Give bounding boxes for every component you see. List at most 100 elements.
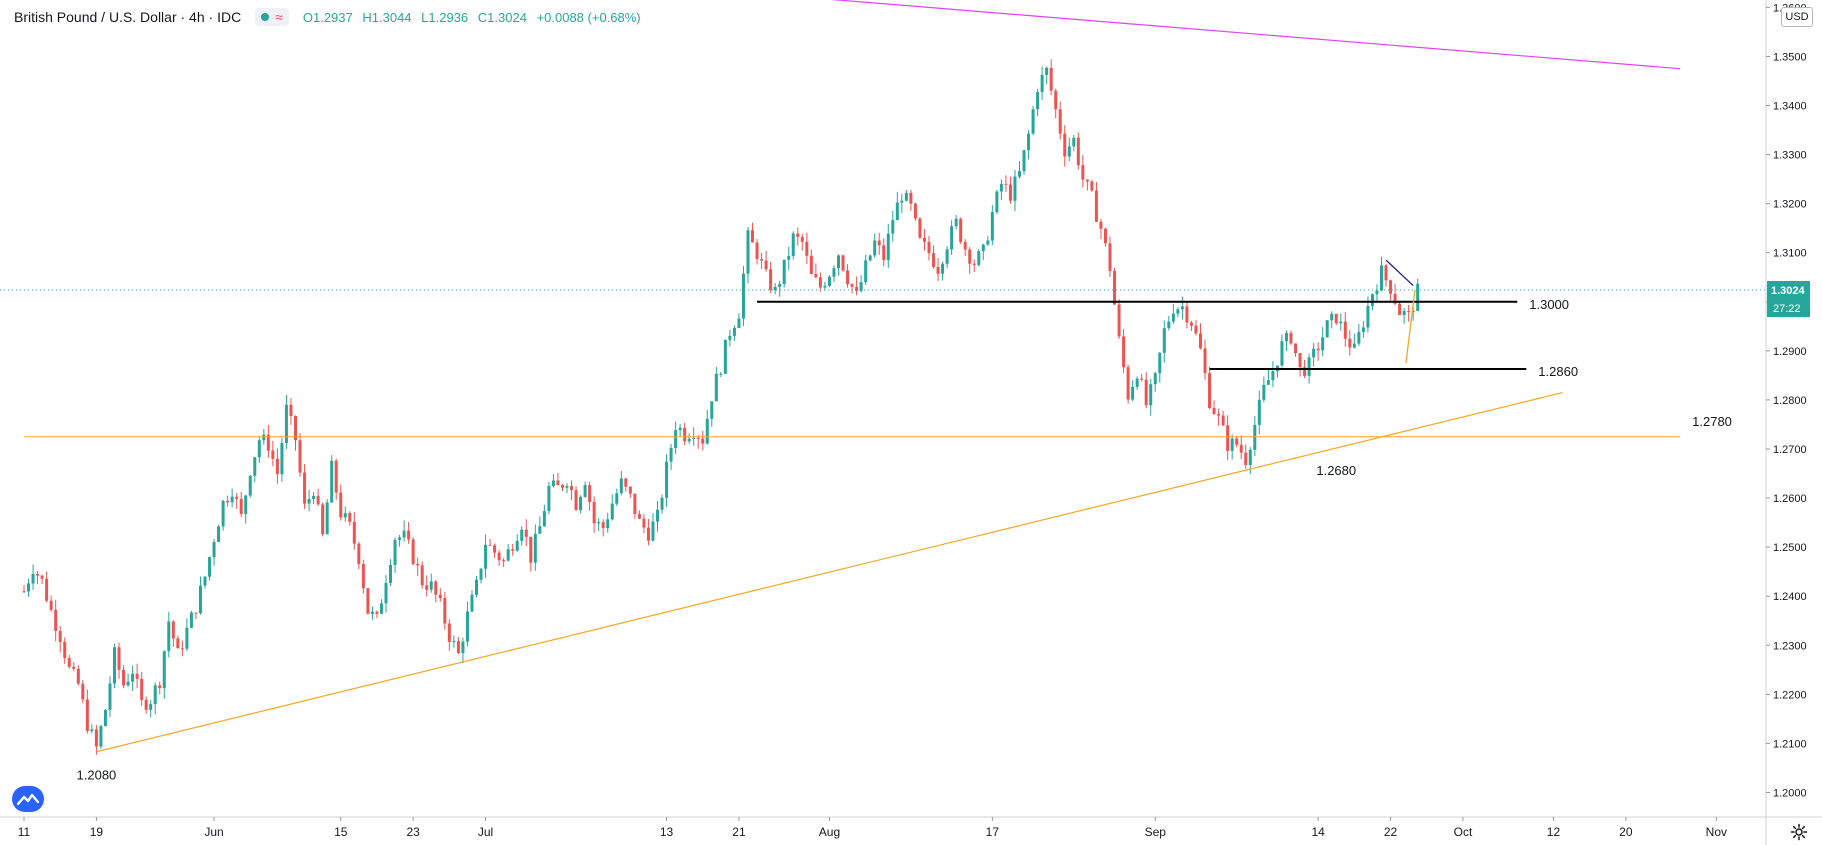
candle-body (384, 582, 388, 604)
candle-body (484, 544, 488, 569)
flag-arrow-line (1405, 289, 1416, 364)
candle-body (1067, 146, 1071, 157)
candle-body (827, 276, 831, 286)
candle-body (701, 438, 705, 444)
candle-body (864, 260, 868, 283)
last-price-label: 1.3024 (1771, 285, 1806, 297)
candle-body (361, 564, 365, 589)
candle-body (1217, 413, 1221, 416)
x-tick-label: 14 (1311, 825, 1325, 839)
candle-body (710, 401, 714, 419)
candle-body (1108, 243, 1112, 272)
candle-body (425, 585, 429, 590)
candle-body (1013, 176, 1017, 201)
candle-body (533, 533, 537, 563)
candle-body (221, 500, 225, 527)
candle-body (312, 495, 316, 500)
last-price-tag (1767, 280, 1810, 299)
candle-body (1230, 438, 1234, 451)
candle-body (606, 519, 610, 529)
candle-body (1253, 424, 1257, 450)
x-tick-label: 21 (732, 825, 746, 839)
candle-body (678, 427, 682, 431)
candle-body (800, 236, 804, 242)
candle-body (1103, 228, 1107, 244)
candle-body (94, 729, 98, 747)
candle-body (1022, 150, 1026, 172)
candle-body (389, 565, 393, 583)
candle-body (674, 430, 678, 449)
candle-body (959, 218, 963, 242)
x-tick-label: 22 (1384, 825, 1398, 839)
candle-body (248, 475, 252, 496)
candle-body (1357, 331, 1361, 344)
candle-body (203, 576, 207, 586)
candle-body (1352, 343, 1356, 348)
candle-body (40, 575, 44, 579)
flag-upper-line (1385, 259, 1414, 287)
candle-body (330, 460, 334, 503)
candle-body (1339, 321, 1343, 324)
status-pill[interactable]: ≈ (255, 8, 289, 26)
candle-body (402, 530, 406, 538)
x-tick-label: Aug (819, 825, 840, 839)
y-tick-label: 1.2000 (1773, 787, 1807, 799)
candle-body (379, 603, 383, 614)
candle-body (488, 544, 492, 546)
x-tick-label: Nov (1706, 825, 1727, 839)
candle-body (321, 504, 325, 535)
candle-body (1212, 408, 1216, 414)
candle-body (1411, 311, 1415, 313)
candle-body (1271, 371, 1275, 381)
y-tick-label: 1.2400 (1773, 591, 1807, 603)
candle-body (1312, 348, 1316, 358)
candle-body (99, 726, 103, 747)
candle-body (651, 521, 655, 541)
candle-body (665, 461, 669, 498)
candle-body (45, 578, 49, 601)
candle-body (1144, 379, 1148, 406)
candle-body (1380, 265, 1383, 291)
change-value: +0.0088 (+0.68%) (536, 9, 641, 25)
candle-body (226, 500, 230, 503)
candle-body (456, 641, 460, 654)
candle-body (1416, 283, 1420, 312)
gear-icon[interactable] (1790, 823, 1808, 841)
candle-body (280, 443, 284, 475)
candle-body (1135, 378, 1139, 387)
currency-button[interactable]: USD (1781, 7, 1813, 27)
candle-body (407, 530, 411, 540)
candle-body (877, 240, 881, 246)
candle-body (1008, 184, 1012, 201)
candle-body (714, 373, 718, 402)
candle-body (859, 282, 863, 292)
tradingview-logo-icon[interactable] (12, 786, 44, 812)
candle-body (58, 630, 62, 642)
candle-body (303, 472, 307, 504)
candle-body (624, 478, 628, 487)
candle-body (438, 594, 442, 599)
y-tick-label: 1.2700 (1773, 444, 1807, 456)
candle-body (126, 681, 130, 686)
candle-body (1289, 333, 1293, 344)
candle-body (1208, 373, 1212, 409)
candle-body (968, 249, 972, 264)
candle-body (891, 220, 895, 234)
y-tick-label: 1.3100 (1773, 248, 1807, 260)
candle-body (217, 526, 221, 542)
candle-body (339, 492, 343, 518)
candle-body (814, 274, 818, 278)
candle-body (479, 568, 483, 580)
x-tick-label: 17 (986, 825, 1000, 839)
y-tick-label: 1.3300 (1773, 150, 1807, 162)
candle-body (936, 267, 940, 274)
candle-body (932, 253, 936, 268)
candle-body (1248, 449, 1252, 465)
candle-body (140, 678, 144, 700)
candle-body (837, 255, 840, 269)
candle-body (805, 241, 809, 256)
candle-body (542, 511, 546, 527)
